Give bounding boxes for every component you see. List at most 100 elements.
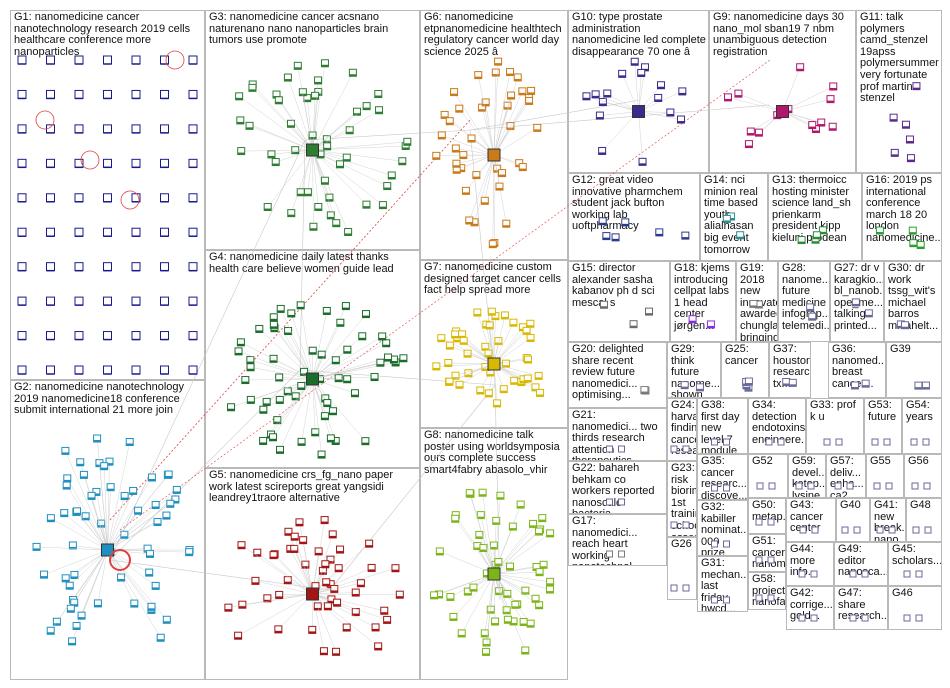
edge [493,573,509,620]
group-label: G54: years [906,399,933,423]
node [17,55,27,65]
node [723,596,730,604]
edge [249,125,313,151]
node-mark [275,378,283,381]
node-cluster-g36 [850,379,870,390]
node [17,158,27,168]
node-mark [309,136,317,139]
group-label: G22: bahareh behkam co workers reported … [572,462,655,513]
node-mark [812,130,820,133]
edge [312,568,396,595]
node-mark [304,193,312,196]
group-label: G37: houston research tx... [773,343,811,390]
group-g12: G12: great video innovative pharmchem st… [568,173,700,261]
node-mark [520,623,528,626]
node-mark [483,574,491,577]
node-cluster-g19 [749,299,763,309]
node-mark [503,611,511,614]
node-mark [490,547,498,550]
group-g2: G2: nanomedicine nanotechnology 2019 nan… [10,380,205,680]
node [923,482,931,490]
node [160,89,169,99]
node-mark [897,325,905,328]
group-g39: G39 [886,342,942,398]
edge [474,154,495,223]
node-mark [475,536,483,539]
edge [493,526,514,575]
edge [493,315,506,365]
node-mark [336,165,344,168]
edge [638,111,682,120]
group-label: G1: nanomedicine cancer nanotechnology r… [14,11,191,58]
edge [493,573,551,583]
node-mark [147,611,155,614]
edge [312,593,385,611]
edge [312,149,392,176]
node-mark [332,224,340,227]
node-mark [343,159,351,162]
node [915,570,923,578]
node-mark [446,122,454,125]
edge [267,593,313,599]
node-mark [361,442,369,445]
node-mark [80,476,88,479]
edge [107,489,177,551]
node-mark [351,394,359,397]
node-mark [224,609,232,612]
edge [312,378,366,442]
node-mark [533,129,541,132]
node-mark [532,600,540,603]
node-mark [481,348,489,351]
node-mark [455,110,463,113]
node [160,55,169,65]
node [606,550,613,558]
node-mark [546,591,554,594]
edge [287,330,313,380]
node-mark [782,383,790,386]
edge [245,378,313,381]
node-mark [237,546,245,549]
node-cluster-g9 [723,63,838,149]
node-cluster-g28 [806,303,817,321]
node-mark [335,379,343,382]
node-mark [259,411,267,414]
node [74,365,84,375]
node-mark [343,629,351,632]
edge [312,357,389,380]
node-mark [324,607,332,610]
edge [493,566,537,575]
node-mark [300,373,308,376]
edge [107,549,156,587]
node [74,262,84,272]
edge [50,518,108,551]
node-cluster-g11 [889,82,921,163]
node-mark [485,394,493,397]
node [17,193,27,203]
node-mark [862,385,870,388]
node-mark [372,628,380,631]
group-g9: G9: nanomedicine days 30 nano_mol sban19… [709,10,856,173]
edge [455,518,495,575]
node [903,614,911,622]
node-mark [744,389,752,392]
node-mark [333,604,341,607]
edge [312,110,380,151]
group-g46: G46 [888,586,942,630]
edge [312,593,376,628]
edge [312,520,325,595]
node [670,584,678,592]
edge [312,378,332,439]
node-mark [236,121,244,124]
node [883,438,891,446]
node-mark [478,109,486,112]
node-mark [276,451,284,454]
node-cluster-g20 [640,386,650,395]
node-mark [67,610,75,613]
node-mark [438,136,446,139]
node-mark [486,326,494,329]
edge [453,91,495,156]
node-mark [246,361,254,364]
node-mark [536,394,544,397]
node-mark [336,324,344,327]
